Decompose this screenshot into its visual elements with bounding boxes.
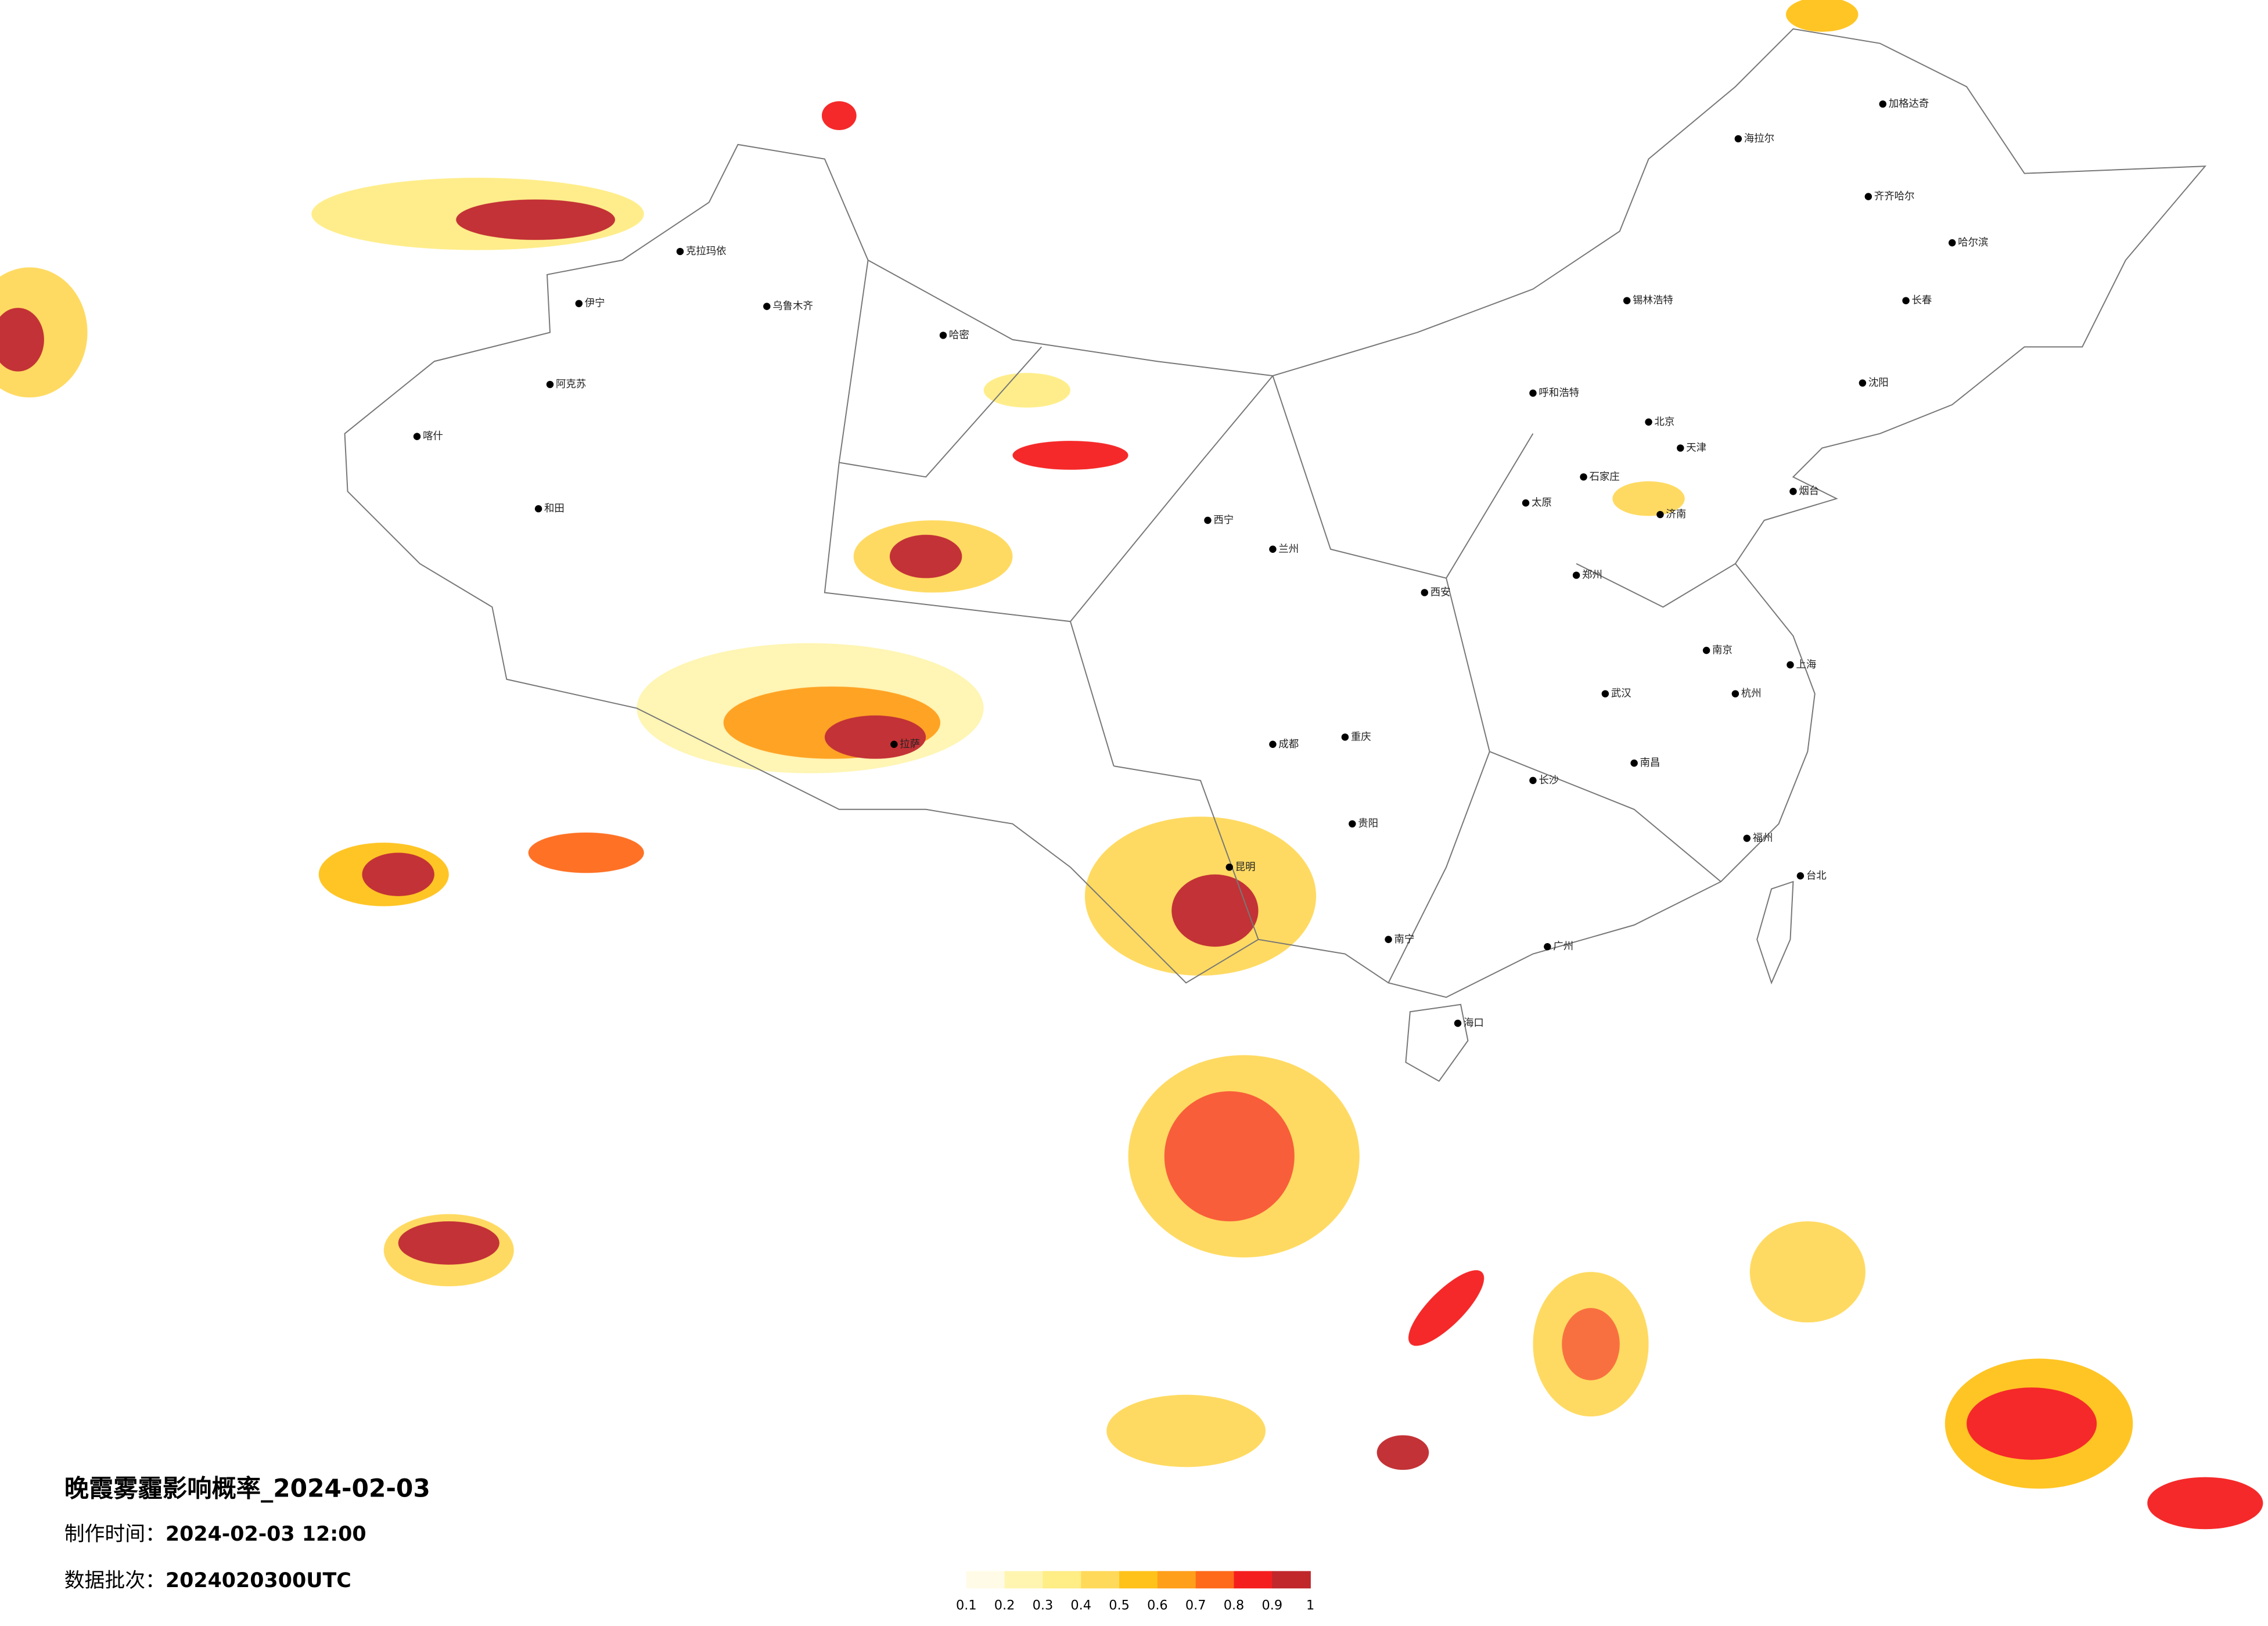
city-label: 成都 [1278,739,1299,750]
legend-swatch [1234,1571,1273,1589]
city-label: 海口 [1464,1017,1484,1029]
legend-tick-label: 0.3 [1033,1598,1054,1613]
batch-label: 数据批次： [64,1569,166,1592]
city-label: 哈密 [949,329,969,341]
city-label: 南宁 [1394,934,1415,945]
city-label: 上海 [1796,659,1816,671]
city-label: 昆明 [1235,861,1256,873]
city-label: 兰州 [1278,544,1299,555]
city-label: 郑州 [1582,570,1602,581]
cities: 北京 天津 哈尔滨 长春 沈阳 呼和浩特 石家庄 太原 济南 郑州 西安 兰州 … [413,98,1988,1029]
city-label: 海拉尔 [1744,133,1774,145]
city-label: 北京 [1655,416,1675,428]
city-label: 拉萨 [900,739,920,750]
city-label: 沈阳 [1868,377,1889,389]
city-label: 呼和浩特 [1539,387,1579,399]
city-label: 和田 [544,503,565,515]
city-label: 烟台 [1799,485,1819,497]
legend-tick-label: 0.5 [1109,1598,1130,1613]
city-label: 南昌 [1640,757,1660,769]
city-label: 伊宁 [585,298,605,310]
legend-tick-label: 0.2 [994,1598,1015,1613]
city-label: 西宁 [1213,515,1234,526]
city-label: 天津 [1686,443,1706,454]
city-label: 太原 [1532,497,1552,509]
city-label: 福州 [1753,833,1773,844]
city-label: 石家庄 [1590,471,1620,483]
legend-swatch [1195,1571,1235,1589]
map-title: 晚霞雾霾影响概率_2024-02-03 [64,1474,430,1503]
city-label: 济南 [1666,509,1686,520]
legend-tick-label: 0.9 [1262,1598,1283,1613]
city-label: 哈尔滨 [1958,237,1988,249]
made-time-value: 2024-02-03 12:00 [166,1523,366,1546]
city-label: 台北 [1806,870,1827,882]
city-label: 克拉玛依 [686,246,727,257]
city-label: 杭州 [1741,688,1762,700]
city-label: 南京 [1712,645,1733,656]
colorbar: 0.1 0.2 0.3 0.4 0.5 0.6 0.7 0.8 0.9 1 [956,1571,1314,1613]
legend-tick-label: 0.7 [1185,1598,1206,1613]
city-label: 长沙 [1539,775,1559,786]
legend-tick-label: 0.6 [1147,1598,1168,1613]
made-time-label: 制作时间： [64,1523,166,1546]
legend-swatch [1004,1571,1044,1589]
city-label: 广州 [1553,941,1573,952]
city-label: 乌鲁木齐 [772,301,813,312]
borders [344,28,2206,1082]
legend-swatch [1119,1571,1158,1589]
city-label: 重庆 [1351,731,1371,743]
city-label: 长春 [1912,295,1932,307]
made-time: 制作时间：2024-02-03 12:00 [64,1523,366,1546]
legend-swatch [1272,1571,1311,1589]
legend-tick-label: 0.8 [1224,1598,1245,1613]
haze-field [0,0,2263,1530]
legend-tick-label: 1 [1306,1598,1314,1613]
city-label: 西安 [1430,587,1451,598]
legend-swatch [1157,1571,1196,1589]
batch-value: 2024020300UTC [166,1569,351,1592]
city-label: 武汉 [1611,688,1631,700]
city-label: 锡林浩特 [1633,295,1673,307]
city-label: 贵阳 [1358,818,1378,830]
city-label: 加格达奇 [1889,98,1929,110]
city-label: 阿克苏 [556,379,586,390]
batch: 数据批次：2024020300UTC [64,1569,351,1592]
city-label: 齐齐哈尔 [1874,190,1915,202]
legend-swatch [1043,1571,1081,1589]
legend-tick-label: 0.4 [1070,1598,1091,1613]
legend-tick-label: 0.1 [956,1598,977,1613]
city-label: 喀什 [423,431,443,443]
legend-swatch [966,1571,1005,1589]
legend-swatch [1081,1571,1120,1589]
